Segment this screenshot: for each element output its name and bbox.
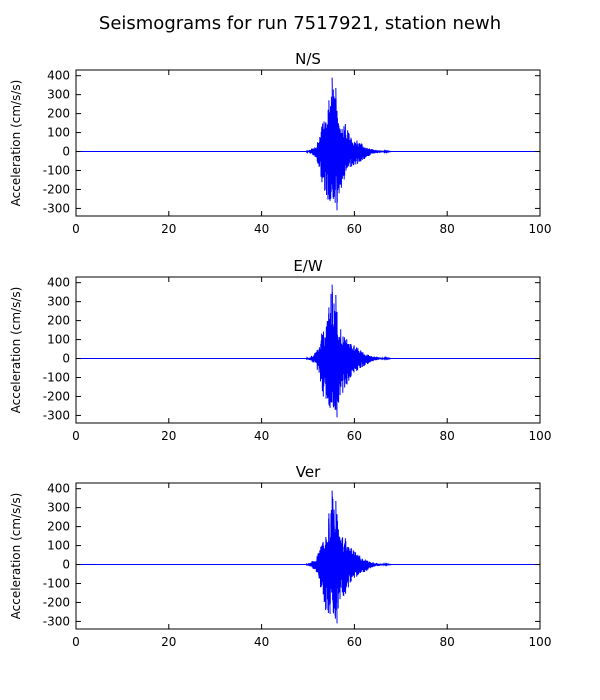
y-tick-label: 300 [47, 88, 70, 102]
x-tick-label: 80 [440, 222, 455, 236]
y-tick-label: 400 [47, 69, 70, 83]
y-tick-label: 200 [47, 107, 70, 121]
plot-frame [75, 482, 541, 630]
x-tick-label: 80 [440, 635, 455, 649]
y-axis-label: Acceleration (cm/s/s) [9, 493, 23, 620]
x-tick-label: 0 [72, 222, 80, 236]
y-tick-label: 100 [47, 539, 70, 553]
seismogram-trace [76, 496, 540, 619]
y-tick-label: 0 [62, 352, 70, 366]
x-tick-label: 60 [347, 635, 362, 649]
x-tick-label: 20 [161, 222, 176, 236]
y-tick-label: -100 [43, 576, 70, 590]
y-tick-label: -200 [43, 595, 70, 609]
y-tick-label: 400 [47, 276, 70, 290]
y-tick-label: 300 [47, 501, 70, 515]
x-tick-label: 100 [529, 635, 552, 649]
seismogram-peak [331, 490, 334, 612]
panel-title: E/W [293, 257, 323, 275]
x-tick-label: 0 [72, 429, 80, 443]
seismogram-peak [335, 295, 338, 418]
x-tick-label: 100 [529, 429, 552, 443]
y-tick-label: 300 [47, 295, 70, 309]
figure-title: Seismograms for run 7517921, station new… [99, 13, 501, 34]
y-tick-label: 100 [47, 126, 70, 140]
x-tick-label: 0 [72, 635, 80, 649]
y-tick-label: -100 [43, 163, 70, 177]
seismogram-trace [76, 89, 540, 203]
y-tick-label: 0 [62, 558, 70, 572]
x-tick-label: 20 [161, 429, 176, 443]
x-tick-label: 80 [440, 429, 455, 443]
y-tick-label: -200 [43, 389, 70, 403]
panel-title: N/S [295, 50, 321, 68]
panel-1: N/S Acceleration (cm/s/s) 0 20 40 60 80 100 -300… [9, 50, 551, 236]
x-tick-label: 40 [254, 222, 269, 236]
y-tick-label: -300 [43, 614, 70, 628]
seismogram-peak [331, 77, 334, 199]
y-tick-label: 100 [47, 333, 70, 347]
y-axis-label: Acceleration (cm/s/s) [9, 287, 23, 414]
panel-2: E/W Acceleration (cm/s/s) 0 20 40 60 80 100 -300… [9, 257, 551, 443]
seismogram-peak [333, 303, 336, 410]
seismogram-peak [333, 509, 336, 616]
plot-frame [75, 69, 541, 217]
y-tick-label: -100 [43, 370, 70, 384]
seismogram-peak [328, 513, 331, 614]
y-tick-label: 200 [47, 520, 70, 534]
seismogram-peak [335, 88, 338, 211]
x-tick-label: 40 [254, 635, 269, 649]
y-tick-label: -200 [43, 182, 70, 196]
x-tick-label: 40 [254, 429, 269, 443]
panel-title: Ver [296, 463, 321, 481]
y-tick-label: 0 [62, 145, 70, 159]
y-tick-label: 400 [47, 482, 70, 496]
panel-3: Ver Acceleration (cm/s/s) 0 20 40 60 80 100 -300… [9, 463, 551, 649]
x-tick-label: 60 [347, 222, 362, 236]
y-tick-label: -300 [43, 201, 70, 215]
plot-frame [75, 276, 541, 424]
x-tick-label: 100 [529, 222, 552, 236]
seismogram-peak [335, 501, 338, 624]
x-tick-label: 20 [161, 635, 176, 649]
seismogram-peak [328, 307, 331, 408]
seismogram-trace [76, 292, 540, 410]
seismogram-peak [333, 96, 336, 203]
y-tick-label: 200 [47, 314, 70, 328]
x-tick-label: 60 [347, 429, 362, 443]
seismogram-peak [331, 284, 334, 406]
y-tick-label: -300 [43, 408, 70, 422]
y-axis-label: Acceleration (cm/s/s) [9, 80, 23, 207]
seismogram-peak [328, 100, 331, 201]
